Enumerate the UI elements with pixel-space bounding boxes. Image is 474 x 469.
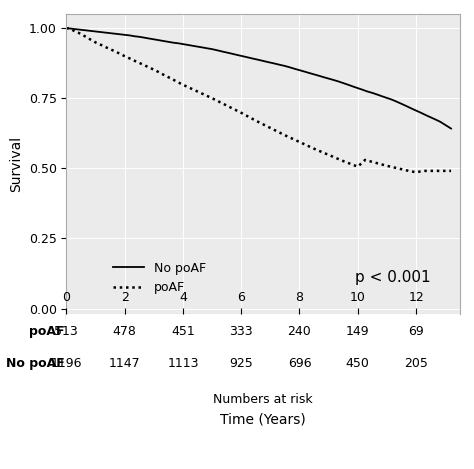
Text: 450: 450: [346, 356, 370, 370]
Text: 1196: 1196: [51, 356, 82, 370]
Text: 696: 696: [288, 356, 311, 370]
Text: 513: 513: [55, 325, 78, 338]
X-axis label: Time (Years): Time (Years): [220, 412, 306, 426]
Text: 205: 205: [404, 356, 428, 370]
Text: 451: 451: [171, 325, 195, 338]
Text: 925: 925: [229, 356, 253, 370]
Text: Numbers at risk: Numbers at risk: [213, 393, 313, 406]
Text: No poAF: No poAF: [6, 356, 64, 370]
Text: 333: 333: [229, 325, 253, 338]
Text: 240: 240: [288, 325, 311, 338]
Text: 1113: 1113: [167, 356, 199, 370]
Text: 1147: 1147: [109, 356, 140, 370]
Text: 69: 69: [408, 325, 424, 338]
Legend: No poAF, poAF: No poAF, poAF: [108, 257, 211, 299]
Y-axis label: Survival: Survival: [9, 136, 23, 192]
Text: poAF: poAF: [29, 325, 64, 338]
Text: 478: 478: [113, 325, 137, 338]
Text: 149: 149: [346, 325, 370, 338]
Text: p < 0.001: p < 0.001: [355, 270, 430, 285]
